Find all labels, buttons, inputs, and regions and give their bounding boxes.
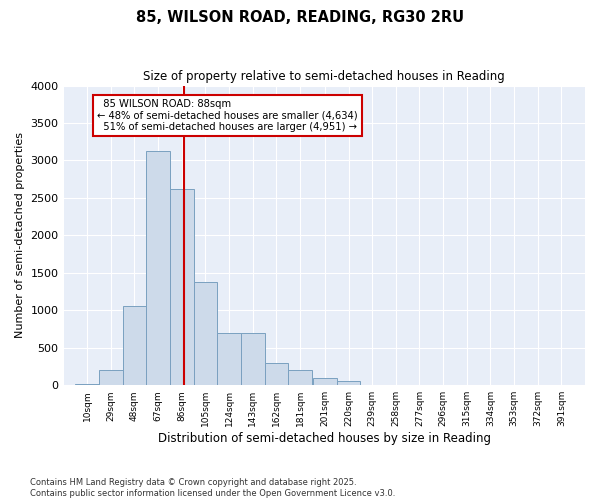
Bar (241, 333, 265, 385)
Title: Size of property relative to semi-detached houses in Reading: Size of property relative to semi-detach… (143, 70, 505, 83)
Text: 85 WILSON ROAD: 88sqm
← 48% of semi-detached houses are smaller (4,634)
  51% of: 85 WILSON ROAD: 88sqm ← 48% of semi-deta… (97, 99, 358, 132)
Text: Contains HM Land Registry data © Crown copyright and database right 2025.
Contai: Contains HM Land Registry data © Crown c… (30, 478, 395, 498)
Bar (146, 150, 170, 385)
Text: 85, WILSON ROAD, READING, RG30 2RU: 85, WILSON ROAD, READING, RG30 2RU (136, 10, 464, 25)
X-axis label: Distribution of semi-detached houses by size in Reading: Distribution of semi-detached houses by … (158, 432, 491, 445)
Bar (194, 282, 217, 385)
Bar (288, 370, 312, 385)
Bar (170, 189, 194, 385)
Bar (265, 362, 288, 385)
Bar (76, 384, 99, 385)
Y-axis label: Number of semi-detached properties: Number of semi-detached properties (15, 132, 25, 338)
Bar (122, 306, 146, 385)
Bar (217, 333, 241, 385)
Bar (337, 380, 361, 385)
Bar (313, 378, 337, 385)
Bar (99, 370, 122, 385)
